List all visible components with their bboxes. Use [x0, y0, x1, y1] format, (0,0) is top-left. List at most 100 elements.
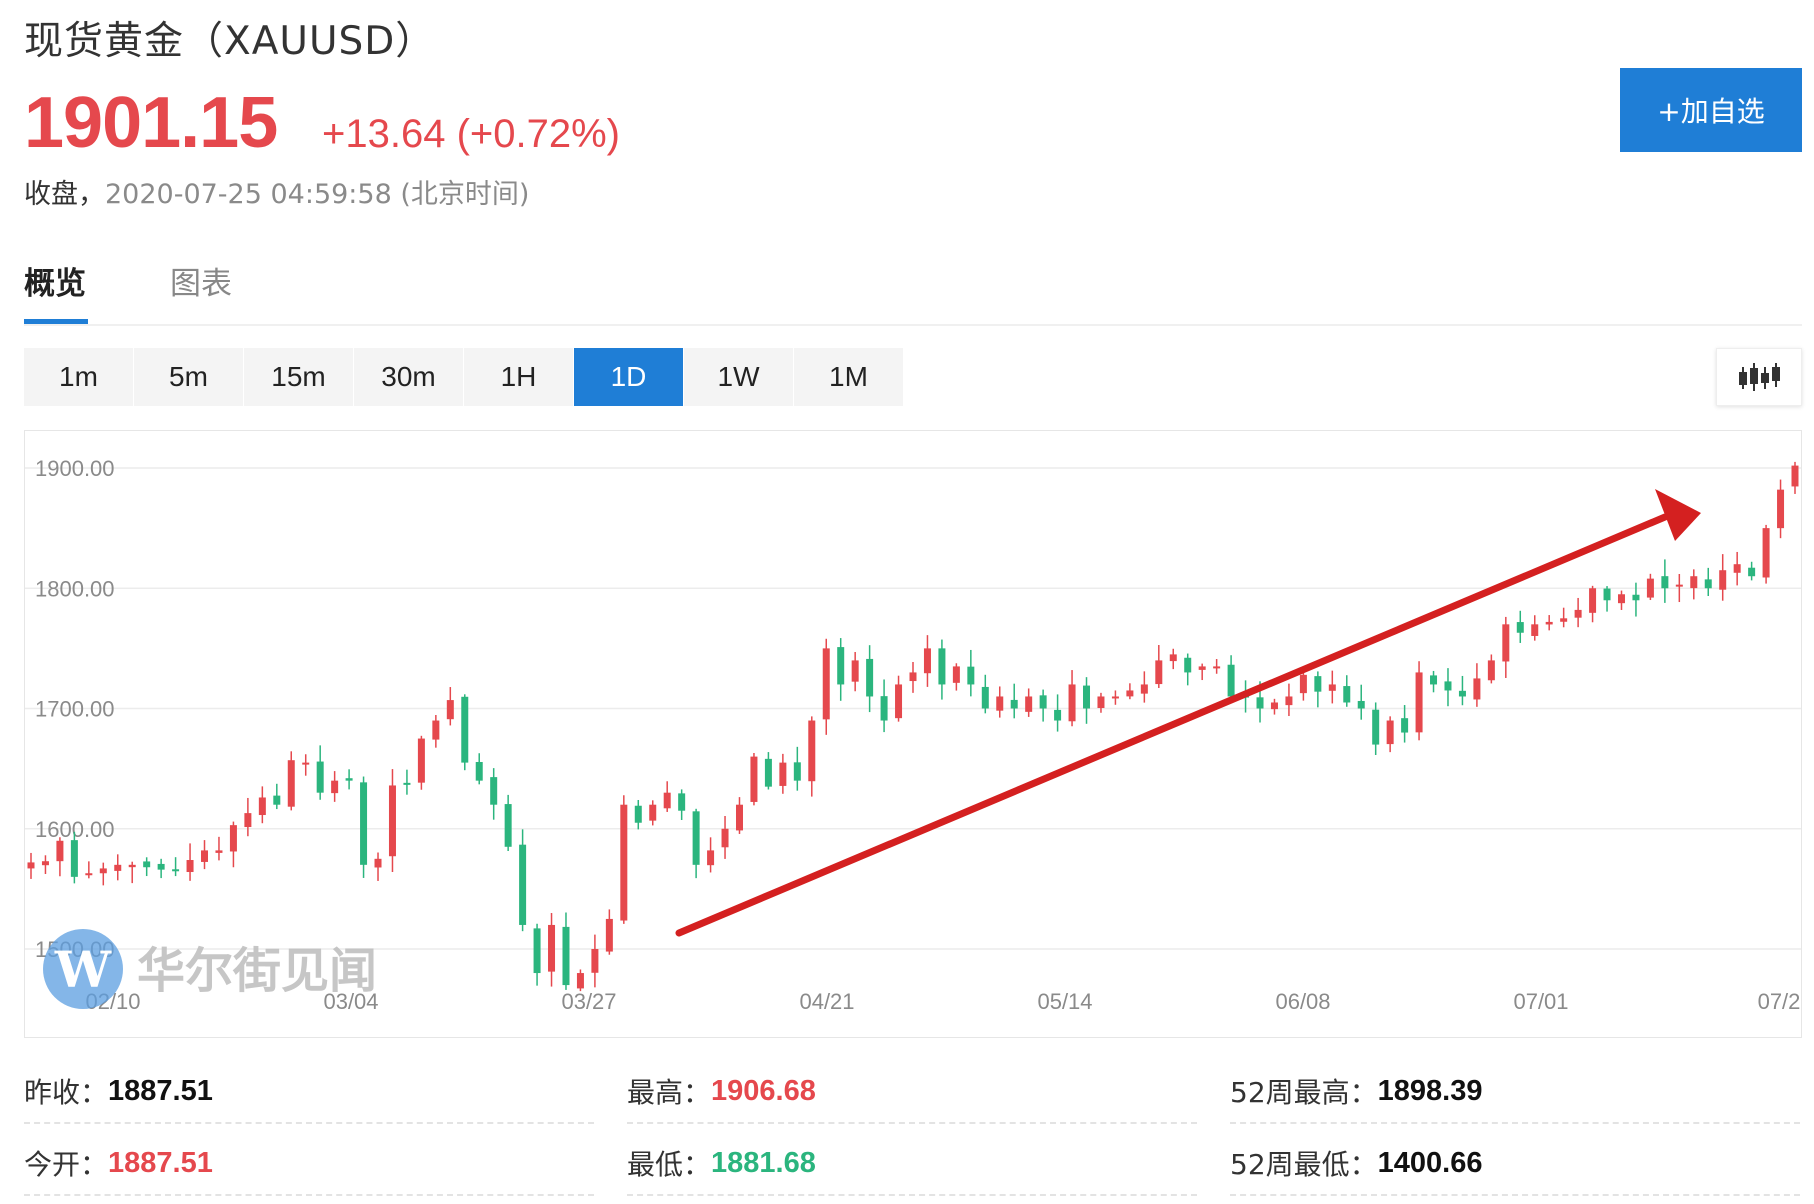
candle-body — [403, 782, 411, 785]
candle-body — [1502, 624, 1510, 662]
watermark-logo-icon — [43, 929, 123, 1009]
tab-chart[interactable]: 图表 — [170, 258, 232, 322]
tab-overview[interactable]: 概览 — [24, 258, 88, 324]
candle-body — [461, 696, 469, 763]
candle-body — [1719, 570, 1727, 590]
candle-body — [1704, 579, 1712, 589]
period-1d[interactable]: 1D — [574, 348, 683, 406]
candle-body — [345, 778, 353, 781]
candle-body — [1473, 678, 1481, 700]
candle-body — [41, 861, 49, 866]
candle-body — [490, 777, 498, 805]
candle-body — [417, 738, 425, 783]
candle-body — [663, 792, 671, 809]
candle-body — [374, 858, 382, 868]
candle-body — [1777, 489, 1785, 529]
candle-body — [1458, 690, 1466, 697]
candle-body — [981, 686, 989, 709]
candle-body — [750, 756, 758, 802]
candle-body — [99, 868, 107, 874]
candle-body — [244, 813, 252, 828]
candle-body — [692, 811, 700, 865]
candle-body — [1126, 690, 1134, 697]
y-tick-label: 1800.00 — [35, 576, 115, 601]
chart-type-button[interactable] — [1716, 348, 1802, 406]
candle-body — [591, 949, 599, 973]
candle-body — [360, 782, 368, 865]
candle-body — [851, 660, 859, 682]
candle-body — [779, 762, 787, 786]
candle-body — [128, 864, 136, 868]
candle-body — [432, 720, 440, 740]
price-change: +13.64 (+0.72%) — [322, 112, 620, 156]
stat-prev-close: 昨收： 1887.51 — [24, 1060, 594, 1124]
candle-body — [316, 761, 324, 793]
candle-body — [1661, 576, 1669, 589]
candle-body — [1646, 578, 1654, 598]
candle-body — [1314, 676, 1322, 692]
candlestick-icon — [1739, 363, 1780, 391]
x-tick-label: 06/08 — [1275, 989, 1330, 1014]
candle-body — [1574, 609, 1582, 618]
candle-body — [1343, 686, 1351, 703]
tab-overview-label: 概览 — [24, 266, 86, 302]
candle-body — [649, 804, 657, 821]
period-15m[interactable]: 15m — [244, 348, 353, 406]
candle-body — [1198, 666, 1206, 670]
candle-body — [1285, 696, 1293, 706]
candle-body — [1386, 720, 1394, 745]
candle-body — [229, 825, 237, 852]
market-status: 收盘，2020-07-25 04:59:58 (北京时间) — [24, 172, 529, 211]
candle-body — [475, 761, 483, 781]
candle-body — [605, 918, 613, 952]
candle-body — [735, 804, 743, 831]
candle-body — [1430, 675, 1438, 685]
candle-body — [1256, 697, 1264, 709]
stat-low: 最低： 1881.68 — [627, 1132, 1197, 1196]
period-5m[interactable]: 5m — [134, 348, 243, 406]
stat-open: 今开： 1887.51 — [24, 1132, 594, 1196]
stat-52w-low: 52周最低： 1400.66 — [1230, 1132, 1800, 1196]
candle-body — [201, 850, 209, 862]
candle-body — [85, 873, 93, 876]
period-1h[interactable]: 1H — [464, 348, 573, 406]
candle-body — [1213, 666, 1221, 669]
trend-arrow-head — [1655, 489, 1701, 541]
candle-body — [287, 760, 295, 807]
candle-body — [519, 844, 527, 925]
candle-body — [157, 863, 165, 870]
period-30m[interactable]: 30m — [354, 348, 463, 406]
candle-body — [1227, 664, 1235, 697]
candle-body — [837, 647, 845, 685]
candle-body — [1748, 567, 1756, 577]
candle-body — [1155, 660, 1163, 685]
candle-body — [1111, 696, 1119, 699]
watermark-text: 华尔街见闻 — [137, 943, 377, 999]
period-1mo[interactable]: 1M — [794, 348, 903, 406]
period-1m[interactable]: 1m — [24, 348, 133, 406]
add-to-watchlist-button[interactable]: +加自选 — [1620, 68, 1802, 152]
candle-body — [1357, 700, 1365, 709]
candle-body — [634, 805, 642, 823]
period-selector: 1m 5m 15m 30m 1H 1D 1W 1M — [24, 348, 904, 406]
x-tick-label: 04/21 — [799, 989, 854, 1014]
candle-body — [1516, 622, 1524, 633]
candle-body — [1025, 696, 1033, 712]
candle-body — [27, 862, 35, 869]
status-label: 收盘， — [24, 179, 105, 210]
candle-body — [1675, 584, 1683, 587]
candle-body — [1372, 709, 1380, 745]
candle-body — [1545, 621, 1553, 625]
candle-body — [923, 648, 931, 674]
candle-body — [1487, 660, 1495, 681]
page-title: 现货黄金（XAUUSD） — [24, 19, 436, 64]
candle-body — [1603, 588, 1611, 601]
candle-body — [1010, 699, 1018, 709]
candle-body — [172, 869, 180, 872]
candle-body — [1632, 594, 1640, 601]
candle-body — [1097, 696, 1105, 709]
candle-body — [533, 928, 541, 974]
period-1w[interactable]: 1W — [684, 348, 793, 406]
candle-body — [562, 926, 570, 986]
